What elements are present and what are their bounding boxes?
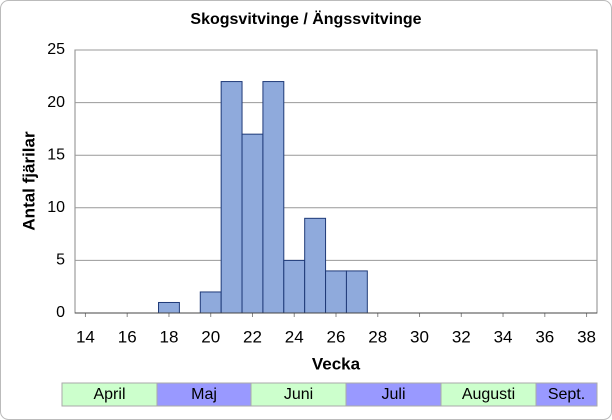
month-label: Juni [284,386,313,403]
x-tick-label: 14 [76,327,95,346]
bar [158,301,180,314]
x-axis-label: Vecka [312,354,361,373]
y-tick-label: 10 [47,199,65,216]
bar [220,81,243,314]
x-tick-label: 38 [577,327,596,346]
x-tick-label: 32 [452,327,471,346]
x-tick-label: 28 [368,327,387,346]
y-tick-label: 0 [56,304,65,321]
x-tick-label: 22 [243,327,262,346]
month-label: April [93,386,125,403]
y-tick-label: 20 [47,94,65,111]
x-tick-label: 18 [159,327,178,346]
month-label: Sept. [548,386,585,403]
month-label: Maj [191,386,217,403]
plot-area [74,49,598,314]
bar [241,133,264,314]
bar [262,81,285,314]
bar [199,291,222,314]
x-tick-label: 20 [201,327,220,346]
bar [283,259,306,314]
y-tick-label: 25 [47,41,65,58]
bar [325,270,347,314]
x-tick-label: 30 [410,327,429,346]
y-tick-label: 15 [47,146,65,163]
chart-title: Skogsvitvinge / Ängssvitvinge [190,10,421,28]
x-tick-label: 36 [535,327,554,346]
month-label: Juli [381,386,405,403]
x-tick-label: 24 [285,327,304,346]
y-tick-label: 5 [56,252,65,269]
month-cell [535,382,598,407]
y-axis-label: Antal fjärilar [19,131,38,231]
month-label: Augusti [462,386,515,403]
bar [304,217,327,314]
x-tick-label: 16 [118,327,137,346]
x-tick-label: 26 [327,327,346,346]
bar [345,270,368,314]
x-tick-label: 34 [494,327,513,346]
